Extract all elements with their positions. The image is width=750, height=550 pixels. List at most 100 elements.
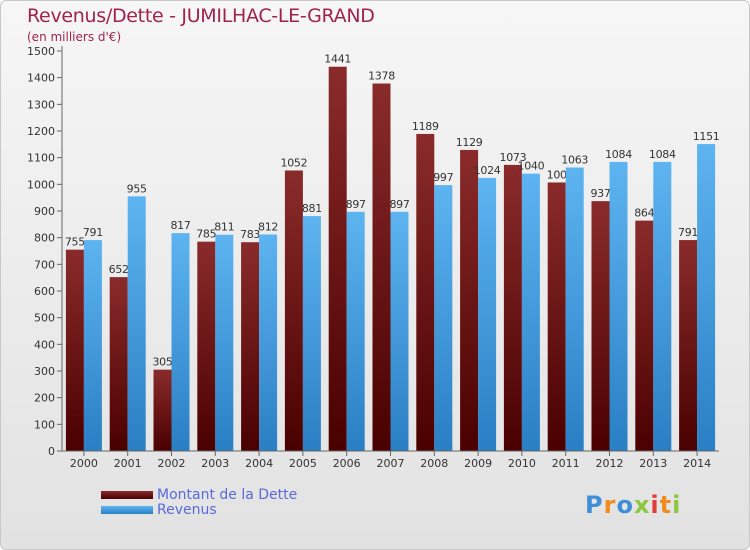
legend-label-revenus: Revenus	[157, 501, 217, 518]
data-label-dette: 652	[109, 263, 129, 276]
legend-swatch-revenus	[101, 505, 153, 514]
data-label-dette: 791	[678, 226, 698, 239]
bar-revenus	[521, 173, 540, 451]
y-tick-label: 1300	[27, 98, 55, 111]
data-label-revenus: 817	[170, 219, 190, 232]
data-label-revenus: 1024	[474, 164, 501, 177]
bar-dette	[503, 164, 522, 451]
legend-item-revenus: Revenus	[101, 501, 297, 518]
bar-revenus	[259, 234, 278, 451]
bar-dette	[109, 277, 128, 451]
y-tick-label: 700	[34, 258, 55, 271]
y-tick-label: 200	[34, 392, 55, 405]
logo-letter: x	[633, 491, 651, 519]
y-tick-label: 800	[34, 232, 55, 245]
data-label-dette: 305	[152, 356, 172, 369]
data-label-dette: 1189	[412, 120, 439, 133]
data-label-revenus: 811	[214, 221, 234, 234]
data-label-dette: 1129	[456, 136, 483, 149]
data-label-dette: 100	[547, 168, 567, 181]
bar-dette	[284, 170, 303, 451]
bar-dette	[197, 241, 216, 451]
bar-dette	[547, 182, 566, 451]
data-label-dette: 864	[634, 207, 654, 220]
x-tick-label: 2013	[639, 457, 667, 470]
logo-letter: i	[650, 491, 660, 519]
data-label-dette: 1378	[368, 70, 395, 83]
bar-dette	[153, 369, 172, 451]
y-tick-label: 100	[34, 418, 55, 431]
data-label-revenus: 1040	[518, 160, 545, 173]
bar-dette	[65, 249, 84, 451]
logo-letter: P	[585, 491, 604, 519]
bar-dette	[460, 149, 479, 451]
legend-swatch-dette	[101, 490, 153, 499]
y-tick-label: 1100	[27, 152, 55, 165]
y-tick-label: 600	[34, 285, 55, 298]
bar-dette	[591, 201, 610, 451]
data-label-dette: 1441	[324, 53, 351, 66]
x-tick-label: 2014	[683, 457, 711, 470]
data-label-revenus: 955	[127, 182, 147, 195]
bar-revenus	[83, 240, 102, 451]
x-tick-label: 2008	[420, 457, 448, 470]
data-label-revenus: 897	[346, 198, 366, 211]
y-tick-label: 300	[34, 365, 55, 378]
y-tick-label: 1000	[27, 178, 55, 191]
y-tick-label: 1200	[27, 125, 55, 138]
logo-letter: o	[616, 491, 634, 519]
logo-letter: r	[603, 491, 617, 519]
x-tick-label: 2003	[201, 457, 229, 470]
data-label-dette: 785	[196, 228, 216, 241]
data-label-dette: 783	[240, 228, 260, 241]
bar-revenus	[390, 211, 409, 451]
chart-title: Revenus/Dette - JUMILHAC-LE-GRAND	[27, 5, 375, 27]
y-tick-label: 1500	[27, 45, 55, 58]
bar-revenus	[346, 211, 365, 451]
legend-item-dette: Montant de la Dette	[101, 486, 298, 503]
logo-letter: t	[659, 491, 673, 519]
bar-revenus	[609, 161, 628, 451]
x-tick-label: 2001	[114, 457, 142, 470]
legend: Montant de la Dette Revenus	[101, 486, 298, 518]
x-tick-label: 2007	[377, 457, 405, 470]
legend-label-dette: Montant de la Dette	[157, 486, 298, 503]
y-tick-label: 400	[34, 338, 55, 351]
data-label-revenus: 791	[83, 226, 103, 239]
x-tick-label: 2005	[289, 457, 317, 470]
bar-dette	[679, 240, 698, 451]
bar-dette	[328, 66, 347, 451]
x-tick-label: 2011	[552, 457, 580, 470]
y-tick-label: 500	[34, 312, 55, 325]
chart-subtitle: (en milliers d'€)	[27, 30, 122, 44]
bar-dette	[416, 133, 435, 451]
logo-letter: i	[672, 491, 682, 519]
data-label-revenus: 1084	[605, 148, 632, 161]
x-tick-label: 2009	[464, 457, 492, 470]
bar-revenus	[565, 167, 584, 452]
bar-revenus	[697, 144, 716, 452]
x-tick-label: 2006	[333, 457, 361, 470]
bar-dette	[241, 242, 260, 451]
y-tick-label: 1400	[27, 72, 55, 85]
data-label-revenus: 997	[433, 171, 453, 184]
data-label-dette: 937	[590, 187, 610, 200]
data-label-revenus: 881	[302, 202, 322, 215]
bar-revenus	[215, 234, 234, 451]
bar-dette	[372, 83, 391, 452]
x-tick-label: 2000	[70, 457, 98, 470]
x-tick-label: 2004	[245, 457, 273, 470]
y-tick-label: 0	[48, 445, 55, 458]
bar-revenus	[434, 185, 453, 451]
data-label-dette: 755	[65, 236, 85, 249]
data-label-dette: 1052	[281, 156, 308, 169]
data-label-revenus: 1084	[649, 148, 676, 161]
bar-dette	[635, 220, 654, 451]
bar-revenus	[653, 161, 672, 451]
x-tick-label: 2012	[596, 457, 624, 470]
proxiti-logo: Proxiti	[585, 491, 681, 519]
bar-revenus	[302, 216, 321, 451]
data-label-revenus: 1063	[561, 154, 588, 167]
x-tick-label: 2010	[508, 457, 536, 470]
